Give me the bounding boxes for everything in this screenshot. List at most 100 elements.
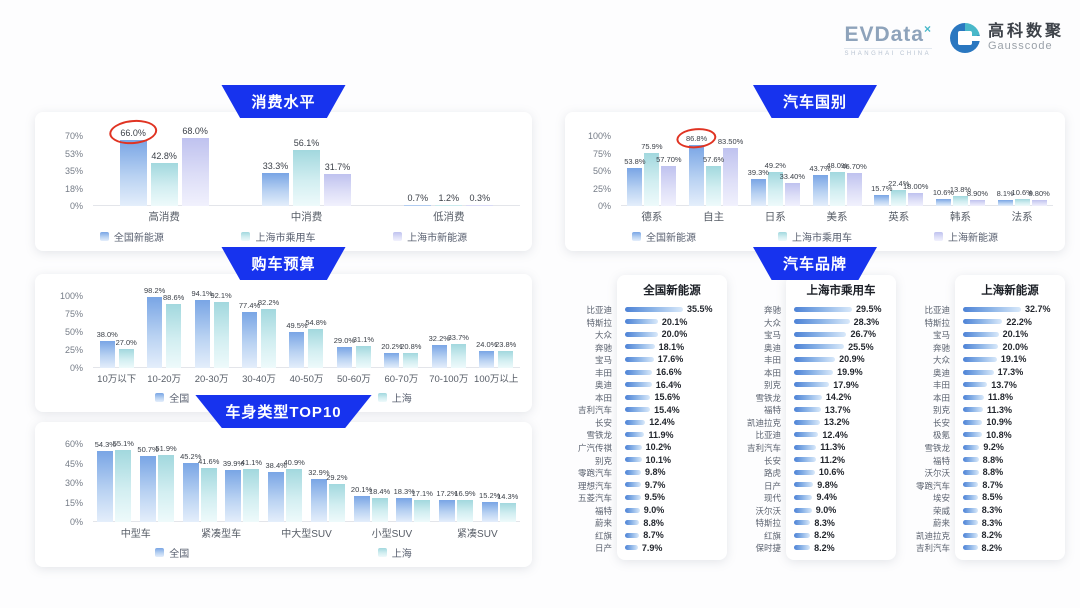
brand-column: 比亚迪 特斯拉 大众 奔驰 宝马 丰田 奥迪 本田 吉利汽车 长安 雪铁龙 广汽传祺 别克 零跑汽车 理想汽… [565,275,727,560]
legend: 全国 上海 [61,390,506,405]
brand-name: 奔驰 [932,342,950,353]
legend-item-全国新能源[interactable]: 全国新能源 [632,229,696,244]
brand-name: 特斯拉 [586,317,612,328]
brand-bar-row: 10.2% [625,441,719,454]
brand-bar-row: 11.3% [963,403,1057,416]
bar-value-label: 39.3% [747,167,769,177]
legend-item-上海新能源[interactable]: 上海新能源 [934,229,998,244]
plot-area: 100% 75% 50% 25% 0% 38.0% 27.0% 98.2% 88.6% 94.1%… [60,284,520,373]
bar [661,165,677,206]
brand-value: 12.4% [822,429,848,440]
brand-name: 比亚迪 [755,430,781,441]
brand-bar [963,444,980,450]
x-axis-label: 美系 [826,211,848,223]
body-type-chart-card: 60% 45% 30% 15% 0% 54.3% 55.1% 50.7% 51.9% 45.2% 4… [35,422,532,567]
bar [829,172,845,206]
bar-value-label: 18.00% [903,182,929,192]
gausscode-name-cn: 高科数聚 [987,23,1064,40]
brand-bar [794,369,834,375]
brand-bar [794,394,822,400]
legend-item-上海市新能源[interactable]: 上海市新能源 [393,229,467,244]
bar [140,456,157,522]
brand-bar [963,469,979,475]
brand-bar-row: 8.3% [963,504,1057,517]
bar-wrapper: 23.8% [495,284,516,368]
bar-group: 15.2% 14.3% [477,432,520,522]
brand-bar [794,507,812,513]
legend-label: 上海 [391,549,412,560]
bar-wrapper: 15.7% [871,122,892,206]
brand-value: 19.9% [837,367,863,377]
bar-value-label: 49.5% [286,321,308,331]
bar-wrapper: 32.2% [429,284,450,368]
header-logos: EVData× SHANGHAI CHINA 高科数聚 Gausscode [844,18,1064,57]
brand-bar [963,520,978,526]
bar-value-label: 75.9% [641,141,663,151]
legend-item-全国[interactable]: 全国 [155,545,189,560]
legend-swatch [155,393,165,402]
brand-card: 上海新能源 32.7% 22.2% 20.1% 20.0% 19.1% 17.3% 13.7%… [955,275,1065,560]
bar-group: 45.2% 41.6% [178,432,221,522]
legend-item-上海[interactable]: 上海 [377,390,412,405]
bar-value-label: 20.2% [381,342,403,352]
bar-group: 54.3% 55.1% [93,432,136,522]
bar-wrapper: 51.9% [155,432,177,522]
legend: 全国新能源 上海市乘用车 上海市新能源 [61,229,506,244]
bar [243,468,260,522]
brand-name: 路虎 [763,468,781,479]
bar-value-label: 20.1% [350,484,373,494]
bar [182,463,199,522]
bar-group: 20.2% 20.8% [378,284,425,368]
brand-bar-row: 8.7% [625,529,719,542]
bar [158,454,175,522]
brand-name: 特斯拉 [755,518,781,529]
bar-wrapper: 54.3% [95,432,116,522]
brand-bar [625,331,658,337]
gausscode-g-icon [949,22,981,53]
bar-group: 38.4% 40.9% [264,432,307,522]
brand-name: 大众 [932,355,950,366]
legend-label: 上海市新能源 [407,233,468,244]
brand-bar-row: 13.2% [794,416,888,429]
bar-wrapper: 15.2% [479,432,500,522]
legend-item-全国[interactable]: 全国 [155,390,189,405]
brand-value: 11.8% [987,392,1013,403]
brand-name: 本田 [763,367,781,378]
bar-value-label: 31.7% [324,162,351,173]
bar [292,149,320,206]
brand-name: 沃尔沃 [755,505,781,516]
bar [404,205,432,206]
brand-name: 雪铁龙 [586,430,612,441]
brand-bar-row: 8.2% [963,529,1057,542]
plot-area: 60% 45% 30% 15% 0% 54.3% 55.1% 50.7% 51.9% 45.2% 4… [65,432,520,527]
legend-item-上海市乘用车[interactable]: 上海市乘用车 [778,229,852,244]
brand-value: 13.7% [991,379,1017,390]
x-axis-label: 紧凑SUV [457,529,498,540]
brand-value: 13.7% [824,404,851,415]
legend-item-全国新能源[interactable]: 全国新能源 [99,229,164,244]
chart-section-brands: 汽车品牌 比亚迪 特斯拉 大众 奔驰 宝马 丰田 奥迪 本田 吉利汽车 长安 雪铁龙 广汽传祺 别克 零跑… [565,247,1065,560]
brand-bar [625,444,642,450]
bar-group: 18.3% 17.1% [392,432,435,522]
bar-wrapper: 98.2% [144,284,165,368]
brand-name: 别克 [932,405,950,416]
bar-wrapper: 49.5% [286,284,308,368]
x-axis: 10万以下 10-20万 20-30万 30-40万 40-50万 50-60万 60-70… [93,371,520,385]
brand-bar-row: 17.3% [963,366,1057,379]
brand-bar [794,419,820,425]
brand-name: 沃尔沃 [924,468,950,479]
bar-value-label: 94.1% [191,289,213,299]
brand-bar-row: 9.8% [794,479,888,492]
brand-value: 8.7% [982,479,1003,490]
legend-item-上海市乘用车[interactable]: 上海市乘用车 [241,229,315,244]
brand-bar-row: 20.9% [794,353,888,366]
brand-bar [963,306,1021,312]
brand-bar-row: 10.6% [794,466,888,479]
brand-name: 比亚迪 [586,305,612,315]
legend-item-上海[interactable]: 上海 [377,545,412,560]
bar-value-label: 33.7% [447,332,469,342]
brand-bar-row: 9.8% [625,466,719,479]
brand-bar-row: 14.2% [794,391,888,404]
y-axis-tick: 0% [69,517,83,527]
x-axis-label: 60-70万 [384,374,419,385]
